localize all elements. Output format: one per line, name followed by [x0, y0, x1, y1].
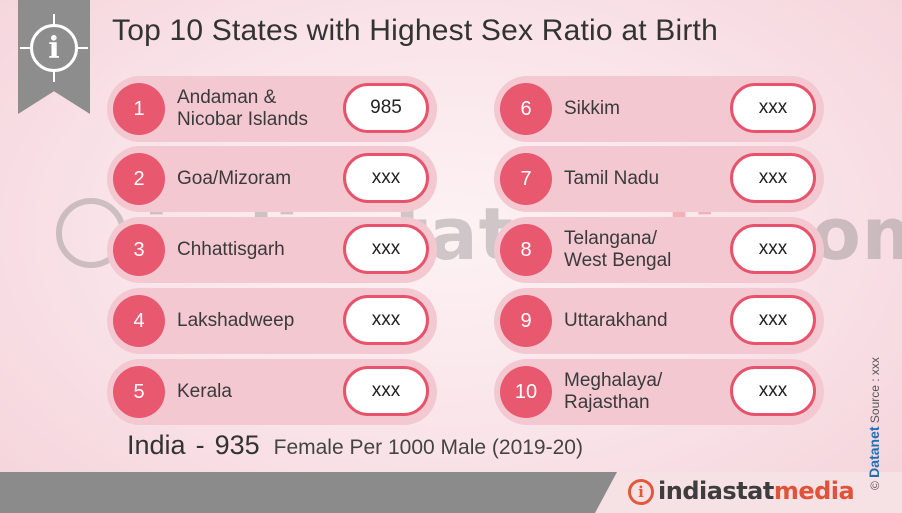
sex-ratio-value: xxx: [343, 295, 429, 345]
country-label: India: [127, 430, 186, 460]
sex-ratio-value: xxx: [730, 366, 816, 416]
datanet-brand: Datanet: [866, 426, 882, 478]
separator: -: [195, 430, 205, 460]
state-card: 5 Kerala xxx: [107, 359, 437, 425]
state-name: Goa/Mizoram: [177, 168, 292, 189]
state-card: 9 Uttarakhand xxx: [494, 288, 824, 354]
rank-badge: 1: [113, 83, 165, 135]
sex-ratio-value: xxx: [730, 83, 816, 133]
state-card: 8 Telangana/ West Bengal xxx: [494, 217, 824, 283]
indiastat-logo[interactable]: indiastatmedia: [658, 477, 855, 505]
rank-badge: 10: [500, 366, 552, 418]
rank-badge: 7: [500, 153, 552, 205]
state-name: Tamil Nadu: [564, 168, 660, 189]
state-name: Kerala: [177, 381, 232, 402]
info-icon: i: [30, 24, 78, 72]
state-name: Meghalaya/ Rajasthan: [564, 370, 663, 413]
state-name: Sikkim: [564, 98, 620, 119]
rank-badge: 3: [113, 224, 165, 276]
state-card: 2 Goa/Mizoram xxx: [107, 146, 437, 212]
unit-label: Female Per 1000 Male (2019-20): [273, 436, 583, 459]
state-name: Telangana/ West Bengal: [564, 228, 672, 271]
state-name: Chhattisgarh: [177, 239, 285, 260]
state-card: 7 Tamil Nadu xxx: [494, 146, 824, 212]
info-ribbon: i: [18, 0, 90, 114]
rank-badge: 4: [113, 295, 165, 347]
rank-badge: 8: [500, 224, 552, 276]
sex-ratio-value: xxx: [343, 153, 429, 203]
side-credit: © Datanet Source : xxx: [866, 357, 882, 490]
state-name: Uttarakhand: [564, 310, 668, 331]
rank-badge: 2: [113, 153, 165, 205]
sex-ratio-value: xxx: [730, 224, 816, 274]
state-card: 10 Meghalaya/ Rajasthan xxx: [494, 359, 824, 425]
page-title: Top 10 States with Highest Sex Ratio at …: [112, 14, 718, 47]
india-value: 935: [214, 430, 260, 460]
india-summary: India - 935 Female Per 1000 Male (2019-2…: [127, 430, 583, 461]
state-card: 1 Andaman & Nicobar Islands 985: [107, 76, 437, 142]
copyright-symbol: ©: [868, 481, 882, 490]
sex-ratio-value: xxx: [343, 224, 429, 274]
rank-badge: 9: [500, 295, 552, 347]
rank-badge: 6: [500, 83, 552, 135]
source-label: Source : xxx: [868, 357, 882, 424]
state-card: 6 Sikkim xxx: [494, 76, 824, 142]
state-name: Andaman & Nicobar Islands: [177, 87, 308, 130]
sex-ratio-value: 985: [343, 83, 429, 133]
state-name: Lakshadweep: [177, 310, 295, 331]
sex-ratio-value: xxx: [343, 366, 429, 416]
sex-ratio-value: xxx: [730, 153, 816, 203]
indiastat-logo-icon: i: [628, 479, 654, 505]
sex-ratio-value: xxx: [730, 295, 816, 345]
state-card: 4 Lakshadweep xxx: [107, 288, 437, 354]
rank-badge: 5: [113, 366, 165, 418]
state-card: 3 Chhattisgarh xxx: [107, 217, 437, 283]
